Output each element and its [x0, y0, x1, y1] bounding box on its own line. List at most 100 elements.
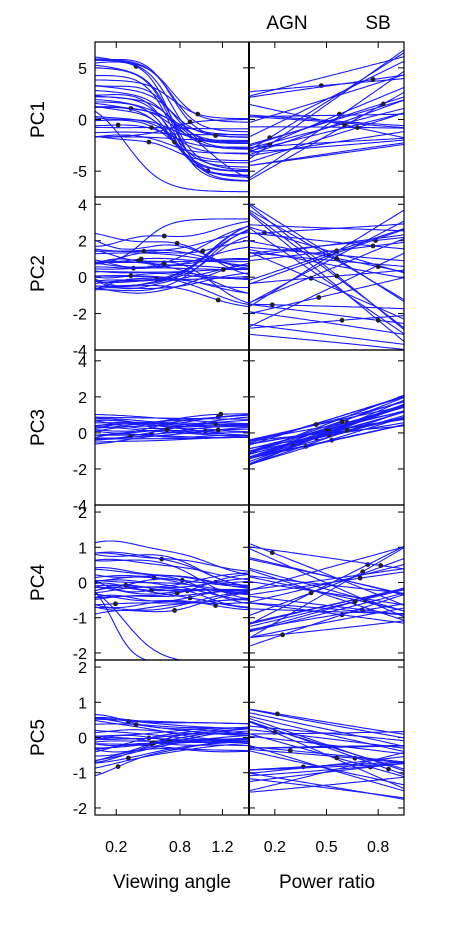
series-line: [95, 126, 249, 130]
series-line: [249, 748, 404, 764]
series-line: [249, 558, 404, 595]
series-line: [249, 126, 404, 129]
series-line: [249, 99, 404, 156]
series-line: [249, 547, 404, 618]
y-tick-label: 4: [78, 197, 87, 214]
y-tick-label: -5: [73, 164, 87, 181]
series-line: [249, 712, 404, 747]
series-line: [249, 733, 404, 778]
series-line: [249, 112, 404, 152]
y-tick-label: 4: [78, 354, 87, 371]
series-line: [249, 74, 404, 98]
y-tick-label: 2: [78, 660, 87, 677]
series-line: [249, 269, 404, 285]
series-line: [249, 557, 404, 617]
data-point: [342, 122, 347, 128]
series-line: [95, 134, 249, 154]
series-line: [95, 106, 249, 173]
data-point: [187, 119, 193, 125]
y-tick-label: 0: [78, 270, 87, 287]
data-point: [339, 317, 345, 323]
x-tick-label: 0.5: [315, 839, 337, 856]
series-line: [95, 719, 249, 742]
series-line: [249, 399, 404, 466]
top-label-sb: SB: [365, 13, 390, 34]
series-line: [249, 315, 404, 329]
x-tick-label: 0.8: [169, 839, 191, 856]
series-line: [249, 91, 404, 181]
series-line: [95, 426, 249, 445]
series-line: [249, 410, 404, 466]
series-line: [95, 717, 249, 730]
x-tick-label: 0.2: [105, 839, 127, 856]
series-line: [95, 598, 249, 606]
data-point: [113, 601, 118, 607]
data-point: [159, 556, 165, 562]
series-line: [249, 762, 404, 771]
x-tick-label: 1.2: [211, 839, 233, 856]
data-point: [308, 590, 314, 596]
series-line: [95, 94, 249, 177]
series-line: [249, 227, 404, 335]
series-line: [249, 416, 404, 466]
series-line: [95, 59, 249, 123]
y-tick-label: -2: [73, 462, 87, 479]
data-point: [378, 563, 384, 568]
y-tick-label: 2: [78, 505, 87, 522]
y-tick-label: 0: [78, 731, 87, 748]
x-tick-label: 0.8: [367, 839, 389, 856]
row-ylabel: PC3: [28, 409, 49, 446]
series-line: [95, 79, 249, 120]
series-line: [95, 278, 249, 289]
data-point: [215, 297, 221, 303]
series-line: [95, 726, 249, 750]
series-line: [95, 414, 249, 429]
series-line: [95, 586, 249, 595]
data-point: [161, 233, 167, 239]
series-line: [95, 576, 249, 596]
y-tick-label: 1: [78, 695, 87, 712]
series-line: [95, 433, 249, 439]
data-point: [275, 711, 280, 717]
data-point: [149, 125, 154, 130]
series-line: [249, 333, 404, 350]
data-point: [133, 722, 139, 727]
data-point: [164, 427, 170, 433]
data-point: [334, 256, 340, 262]
series-line: [249, 756, 404, 774]
y-tick-label: 2: [78, 390, 87, 407]
series-line: [249, 228, 404, 281]
series-line: [95, 102, 249, 136]
series-line: [95, 600, 249, 609]
series-line: [249, 396, 404, 460]
y-tick-label: -1: [73, 611, 87, 628]
series-line: [95, 573, 249, 601]
series-line: [249, 744, 404, 792]
series-line: [249, 721, 404, 770]
series-line: [249, 580, 404, 606]
series-line: [249, 731, 404, 735]
top-label-agn: AGN: [266, 13, 307, 34]
row-ylabel: PC5: [28, 719, 49, 756]
series-line: [249, 411, 404, 441]
series-line: [95, 230, 249, 282]
series-line: [249, 602, 404, 616]
series-line: [95, 85, 249, 138]
y-tick-label: 1: [78, 540, 87, 557]
series-line: [95, 58, 249, 133]
y-tick-label: -2: [73, 646, 87, 663]
series-line: [95, 729, 249, 735]
series-line: [249, 401, 404, 443]
y-tick-label: 0: [78, 576, 87, 593]
data-point: [215, 427, 221, 433]
data-point: [115, 764, 121, 769]
series-line: [249, 113, 404, 118]
series-line: [249, 763, 404, 777]
data-point: [269, 550, 275, 555]
data-point: [213, 133, 219, 138]
series-line: [249, 142, 404, 167]
series-line: [249, 234, 404, 258]
panel-power-ratio-pc1: [249, 49, 404, 181]
series-line: [95, 260, 249, 294]
data-point: [370, 243, 376, 249]
